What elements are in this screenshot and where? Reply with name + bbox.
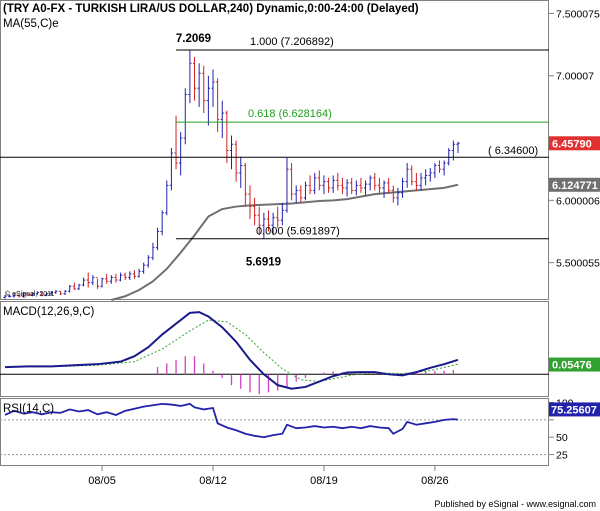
macd-panel-frame: [0, 301, 549, 397]
macd-tag-label: 0.05476: [552, 360, 592, 372]
price-panel-frame: [0, 0, 549, 300]
extreme-annotation: 7.2069: [176, 33, 211, 45]
x-axis: 08/05 08/12 08/19 08/26: [88, 466, 449, 487]
price-axis-label: 7.00007: [556, 71, 594, 83]
price-tag-label: 6.45790: [552, 138, 592, 150]
x-axis-label: 08/19: [310, 475, 338, 487]
x-axis-label: 08/05: [88, 475, 116, 487]
rsi-title: RSI(14,C): [3, 403, 54, 415]
level-label: 0.000 (5.691897): [256, 226, 340, 238]
macd-tag-bg: [549, 357, 600, 372]
footer-published: Published by eSignal - www.esignal.com: [434, 499, 596, 509]
price-axis-label: 6.000006: [556, 195, 600, 207]
fibonacci-lines-layer: 1.000 (7.206892) 0.618 (6.628164) ( 6.3460…: [0, 33, 549, 269]
watermark: © eSignal, 2011: [5, 290, 55, 298]
macd-signal-line: [4, 319, 459, 383]
chart-title: (TRY A0-FX - TURKISH LIRA/US DOLLAR,240)…: [3, 3, 419, 15]
rsi-axis-label: 25: [556, 450, 568, 462]
level-label: 0.618 (6.628164): [248, 108, 332, 120]
moving-average-line: [111, 183, 459, 301]
rsi-tag-bg: [549, 402, 600, 417]
price-tag-bg: [549, 177, 600, 192]
rsi-panel-frame: [0, 398, 549, 466]
candles-layer: [3, 49, 460, 299]
macd-line: [4, 311, 459, 390]
price-tag-bg: [549, 136, 600, 151]
rsi-layer: 255010075.25607: [0, 397, 600, 462]
ma-legend: MA(55,C)e: [3, 18, 59, 30]
rsi-axis-label: 50: [556, 432, 568, 444]
level-label: 1.000 (7.206892): [250, 36, 334, 48]
macd-title: MACD(12,26,9,C): [3, 306, 95, 318]
x-axis-label: 08/12: [199, 475, 227, 487]
x-axis-label: 08/26: [421, 475, 449, 487]
macd-layer: 0.05476: [0, 311, 600, 395]
rsi-line: [4, 402, 459, 439]
rsi-tag-label: 75.25607: [551, 404, 597, 416]
price-tag-label: 6.124771: [552, 180, 598, 192]
level-label: ( 6.34600): [488, 145, 538, 157]
price-axis-label: 5.500055: [556, 258, 600, 270]
extreme-annotation: 5.6919: [246, 257, 281, 269]
price-axis-label: 7.500075: [556, 8, 600, 20]
price-axis: 5.500055 6.000006 7.00007 7.500075 6.45790 6.…: [549, 8, 600, 270]
moving-average-layer: [111, 183, 459, 301]
